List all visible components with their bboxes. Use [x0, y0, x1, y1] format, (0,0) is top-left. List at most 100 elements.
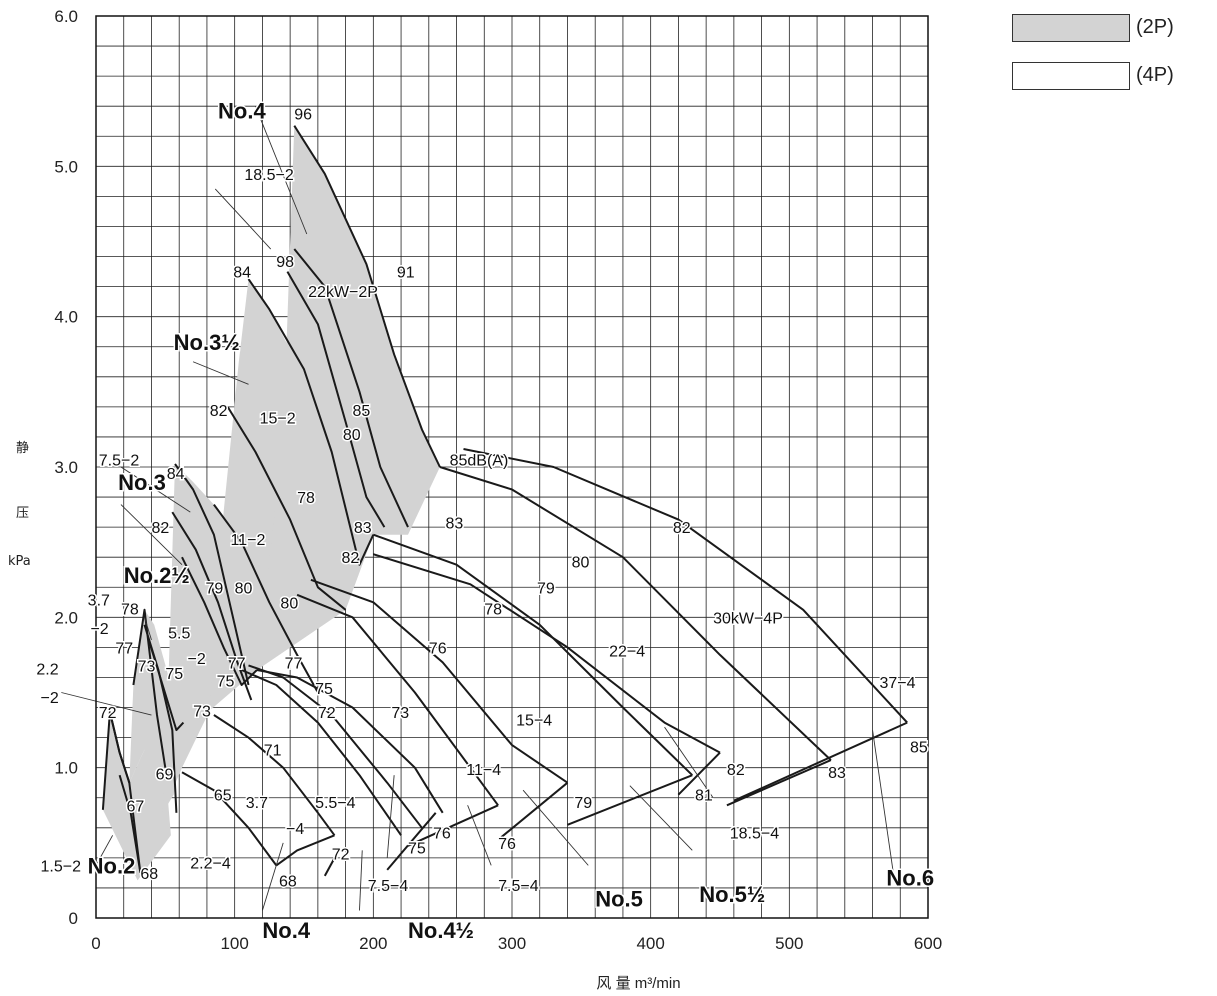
- grid: [95, 15, 929, 919]
- data-annotation: 7.5−4: [368, 878, 409, 895]
- leader-line-group: [61, 106, 894, 911]
- legend-swatch-2p: [1012, 14, 1130, 42]
- data-annotation: 84: [167, 466, 185, 483]
- data-annotation: 85: [910, 740, 928, 757]
- fan-size-label: No.4½: [408, 918, 474, 943]
- data-annotation: 73: [391, 705, 409, 722]
- data-annotation: 18.5−4: [730, 825, 779, 842]
- leader-line: [872, 730, 894, 873]
- data-annotation: 78: [297, 490, 315, 507]
- performance-curve: [293, 248, 409, 528]
- leader-line: [120, 466, 191, 513]
- leader-line: [120, 504, 183, 566]
- data-annotation: 75: [408, 840, 426, 857]
- performance-curve: [256, 669, 444, 814]
- data-annotation: 67: [127, 798, 145, 815]
- performance-curve: [372, 533, 693, 776]
- data-annotation: 72: [332, 846, 350, 863]
- legend-label-4p: (4P): [1136, 64, 1174, 86]
- y-tick-label: 6.0: [54, 7, 78, 26]
- data-annotation: 3.7: [88, 592, 110, 609]
- data-annotation: 78: [121, 601, 139, 618]
- data-annotation: 79: [206, 580, 224, 597]
- performance-curve: [132, 608, 167, 768]
- leader-line: [61, 692, 152, 716]
- annotation-group: 96 18.5−2 98 84 91 22kW−2P 82 15−2 85 80 85dB(A) 7.…: [35, 97, 936, 944]
- x-tick-label: 500: [775, 934, 803, 953]
- data-annotation: 3.7: [246, 795, 268, 812]
- region-2p-no4: [256, 125, 440, 670]
- data-annotation: 2.2: [36, 661, 58, 678]
- performance-curve: [226, 406, 347, 611]
- data-annotation: 68: [279, 873, 297, 890]
- y-axis-label-char-2: 压: [16, 506, 30, 521]
- performance-curve: [171, 511, 253, 701]
- fan-size-label: No.4: [218, 99, 266, 124]
- performance-curve: [733, 721, 908, 802]
- data-annotation: 72: [318, 705, 336, 722]
- leader-line: [95, 835, 114, 866]
- data-annotation: −2: [188, 651, 206, 668]
- y-tick-label: 4.0: [54, 308, 78, 327]
- fan-size-label: No.4: [262, 918, 310, 943]
- data-annotation: 83: [354, 520, 372, 537]
- data-annotation: 77: [115, 640, 133, 657]
- data-annotation: 78: [484, 601, 502, 618]
- leader-line: [144, 617, 152, 641]
- data-annotation: 73: [193, 704, 211, 721]
- data-annotation: 75: [217, 673, 235, 690]
- data-annotation: 82: [210, 403, 228, 420]
- data-annotation: 65: [214, 788, 232, 805]
- performance-curve: [174, 463, 250, 686]
- performance-curve: [463, 448, 908, 724]
- performance-curve: [407, 804, 499, 847]
- x-tick-label: 400: [636, 934, 664, 953]
- data-annotation: −4: [286, 821, 304, 838]
- data-annotation: 80: [235, 580, 253, 597]
- data-annotation: 91: [397, 265, 415, 282]
- leader-line: [214, 188, 272, 250]
- leader-line: [467, 805, 492, 866]
- performance-curve: [181, 556, 258, 686]
- fan-size-label: No.5: [595, 886, 643, 911]
- data-annotation: 5.5: [168, 625, 190, 642]
- data-annotation: 7.5−2: [99, 452, 140, 469]
- leader-line: [629, 785, 693, 851]
- data-annotation: 76: [433, 825, 451, 842]
- fan-size-label: No.5½: [699, 882, 765, 907]
- data-annotation: 72: [99, 705, 117, 722]
- leader-line: [359, 850, 363, 911]
- fan-size-label: No.3: [118, 470, 166, 495]
- data-annotation: 80: [280, 595, 298, 612]
- data-annotation: 83: [445, 516, 463, 533]
- performance-curve: [439, 466, 832, 761]
- performance-curve: [247, 278, 375, 566]
- x-tick-label: 600: [914, 934, 942, 953]
- performance-curve: [497, 781, 569, 841]
- curve-group: [101, 125, 908, 877]
- performance-curve: [118, 774, 142, 874]
- data-annotation: 11−2: [231, 532, 266, 549]
- data-annotation: 85: [353, 403, 371, 420]
- leader-line: [664, 726, 714, 798]
- performance-curve: [726, 759, 832, 807]
- x-tick-label: 100: [220, 934, 248, 953]
- data-annotation: 75: [165, 666, 183, 683]
- data-annotation: 76: [498, 836, 516, 853]
- legend-swatch-4p: [1012, 62, 1130, 90]
- data-annotation: 82: [727, 762, 745, 779]
- data-annotation: 76: [429, 640, 447, 657]
- data-annotation: 82: [341, 550, 359, 567]
- data-annotation: 5.5−4: [315, 795, 356, 812]
- y-axis-label-unit: kPa: [8, 554, 31, 569]
- x-axis-label: 风 量 m³/min: [596, 975, 681, 992]
- performance-curve: [181, 771, 278, 866]
- y-tick-label: 1.0: [54, 759, 78, 778]
- data-annotation: 75: [315, 681, 333, 698]
- fan-size-label: No.2½: [124, 563, 190, 588]
- data-annotation: 81: [695, 788, 713, 805]
- y-tick-label: 3.0: [54, 458, 78, 477]
- data-annotation: 2.2−4: [190, 855, 231, 872]
- performance-curve: [373, 553, 721, 754]
